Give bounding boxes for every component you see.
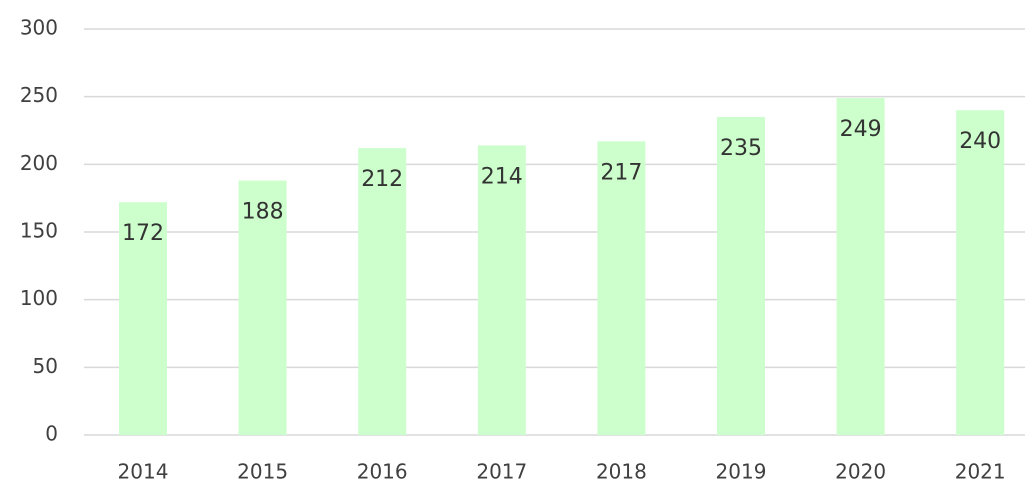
bar bbox=[238, 180, 287, 435]
y-tick-label: 100 bbox=[20, 286, 58, 310]
y-tick-label: 250 bbox=[20, 83, 58, 107]
bar bbox=[956, 110, 1005, 435]
data-label: 235 bbox=[720, 136, 762, 161]
x-tick-label: 2014 bbox=[118, 460, 169, 484]
data-label: 240 bbox=[959, 129, 1001, 154]
data-label: 212 bbox=[361, 167, 403, 192]
y-tick-label: 200 bbox=[20, 151, 58, 175]
y-tick-label: 50 bbox=[33, 354, 58, 378]
x-tick-label: 2020 bbox=[835, 460, 886, 484]
y-tick-label: 300 bbox=[20, 16, 58, 40]
bar bbox=[836, 98, 885, 436]
bar bbox=[717, 116, 765, 435]
x-tick-label: 2021 bbox=[955, 460, 1006, 484]
bar bbox=[119, 202, 167, 435]
x-tick-label: 2018 bbox=[596, 460, 647, 484]
data-label: 172 bbox=[122, 221, 164, 246]
x-tick-label: 2015 bbox=[237, 460, 288, 484]
bar bbox=[358, 148, 407, 436]
y-tick-label: 0 bbox=[45, 422, 58, 446]
bar bbox=[477, 145, 526, 436]
data-label: 188 bbox=[242, 200, 284, 225]
x-tick-label: 2019 bbox=[716, 460, 767, 484]
y-tick-label: 150 bbox=[20, 219, 58, 243]
data-label: 214 bbox=[481, 164, 523, 189]
x-tick-label: 2017 bbox=[476, 460, 527, 484]
data-label: 217 bbox=[600, 160, 642, 185]
bar bbox=[597, 141, 646, 435]
x-tick-label: 2016 bbox=[357, 460, 408, 484]
data-label: 249 bbox=[840, 117, 882, 142]
